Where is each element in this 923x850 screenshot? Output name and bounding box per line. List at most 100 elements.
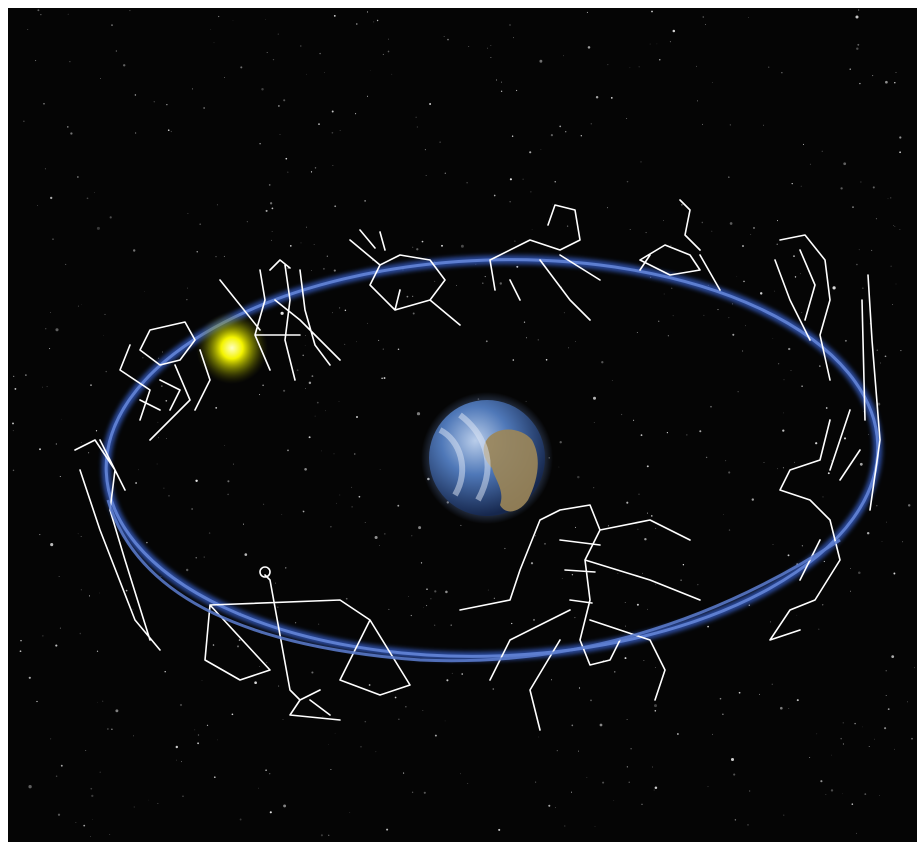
star: [267, 52, 268, 53]
star: [346, 598, 348, 600]
star: [587, 777, 588, 778]
star: [324, 72, 325, 73]
star: [770, 621, 771, 622]
star: [269, 773, 270, 774]
star: [311, 171, 312, 172]
star: [777, 244, 778, 245]
star: [375, 536, 378, 539]
star: [571, 792, 572, 793]
star: [784, 379, 785, 380]
star: [411, 535, 412, 536]
star: [354, 453, 355, 454]
star: [492, 688, 494, 690]
star: [496, 80, 497, 81]
star: [356, 416, 358, 418]
star: [763, 125, 764, 126]
star: [602, 782, 604, 784]
star: [574, 617, 575, 618]
star: [380, 469, 381, 470]
star: [388, 609, 389, 610]
star: [732, 334, 734, 336]
star: [801, 385, 803, 387]
star: [862, 288, 863, 289]
star: [702, 222, 703, 223]
star: [732, 303, 733, 304]
star: [562, 578, 563, 579]
star: [819, 629, 820, 630]
star: [405, 706, 406, 707]
star: [90, 384, 92, 386]
star: [461, 245, 464, 248]
star: [280, 312, 283, 315]
star: [575, 527, 576, 528]
star: [774, 291, 775, 292]
star: [815, 442, 817, 444]
star: [885, 355, 887, 357]
star: [650, 44, 651, 45]
star: [321, 451, 322, 452]
star: [800, 273, 801, 274]
star: [670, 41, 671, 42]
star: [88, 452, 89, 453]
star: [309, 436, 311, 438]
star: [233, 20, 234, 21]
star: [731, 758, 734, 761]
star: [788, 708, 789, 709]
star: [593, 397, 596, 400]
star: [194, 730, 195, 731]
star: [306, 74, 307, 75]
star: [717, 309, 718, 310]
star: [551, 679, 552, 680]
star: [59, 576, 60, 577]
star: [513, 37, 514, 38]
star: [487, 48, 488, 49]
star: [652, 767, 653, 768]
star: [272, 231, 273, 232]
star: [491, 45, 492, 46]
star: [196, 557, 197, 558]
star: [203, 107, 204, 108]
star: [283, 804, 286, 807]
star: [772, 338, 773, 339]
star: [908, 504, 910, 506]
star: [667, 432, 668, 433]
star: [801, 186, 802, 187]
star: [416, 117, 417, 118]
star: [782, 429, 784, 431]
star: [885, 81, 888, 84]
star: [163, 488, 164, 489]
star: [332, 132, 334, 134]
star: [683, 564, 684, 565]
star: [788, 348, 790, 350]
star: [888, 708, 890, 710]
star: [742, 350, 743, 351]
star: [535, 782, 536, 783]
star: [81, 304, 82, 305]
star: [61, 765, 63, 767]
star: [412, 792, 413, 793]
star: [533, 619, 535, 621]
star: [621, 414, 622, 415]
star: [752, 498, 754, 500]
star: [647, 513, 648, 514]
star: [14, 388, 16, 390]
star: [565, 131, 566, 132]
star: [240, 819, 242, 821]
star: [336, 503, 337, 504]
star: [601, 361, 603, 363]
star: [328, 835, 329, 836]
star: [323, 716, 324, 717]
star: [266, 210, 268, 212]
star: [91, 795, 93, 797]
star: [735, 819, 736, 820]
star: [265, 769, 267, 771]
star: [388, 39, 389, 40]
star: [696, 66, 697, 67]
star: [594, 422, 595, 423]
star: [305, 345, 306, 346]
star: [45, 328, 46, 329]
star: [802, 545, 803, 546]
star: [35, 60, 36, 61]
star: [856, 833, 857, 834]
star: [395, 697, 397, 699]
